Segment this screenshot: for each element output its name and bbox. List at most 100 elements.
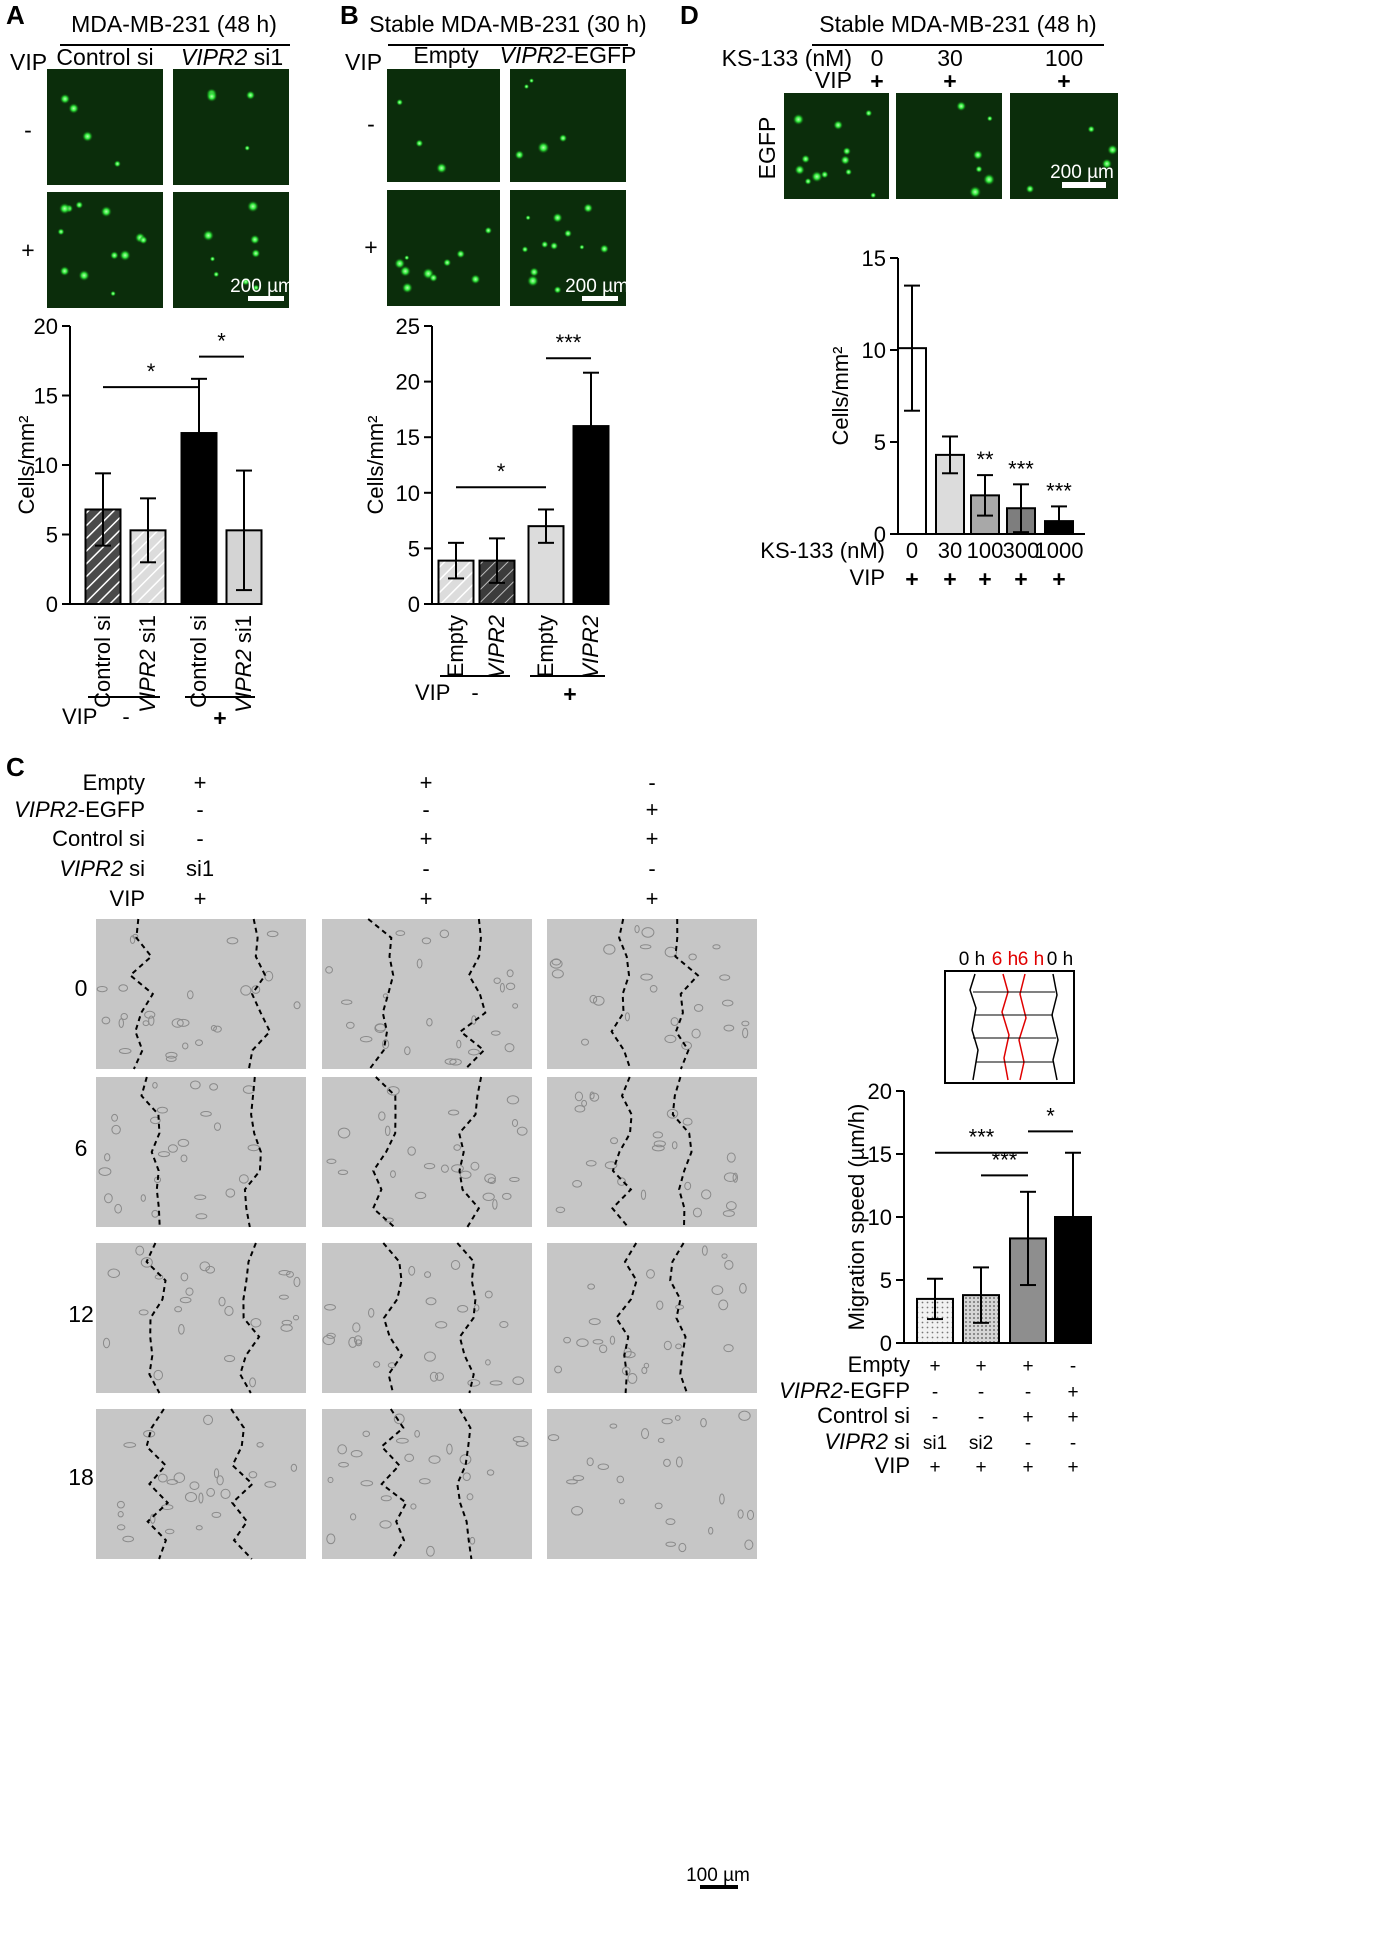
significance-label: ***	[992, 1147, 1018, 1172]
cell	[348, 1336, 358, 1348]
cell	[592, 995, 605, 1006]
condition-value: -	[422, 856, 429, 881]
x-tick-label: Control si	[90, 615, 115, 708]
cell	[484, 1173, 496, 1184]
ks133-axis-label: KS-133 (nM)	[760, 538, 885, 563]
fluorescent-cell	[1025, 184, 1035, 194]
cell	[664, 946, 678, 958]
condition-value: +	[1022, 1407, 1033, 1428]
fluorescent-cell	[443, 258, 452, 267]
cell	[688, 953, 697, 961]
fluorescent-cell	[396, 98, 404, 106]
cell	[322, 1334, 335, 1346]
cell	[732, 1172, 739, 1183]
scale-bar-label: 200 µm	[1050, 162, 1114, 183]
condition-label: Empty	[83, 770, 145, 795]
wound-edge	[145, 1242, 167, 1394]
panel-b: B Stable MDA-MB-231 (30 h) VIP Empty VIP…	[340, 0, 647, 707]
group-value: +	[563, 681, 576, 707]
condition-value: +	[1067, 1457, 1078, 1478]
cell	[581, 1099, 588, 1107]
cell	[708, 1526, 714, 1535]
cell	[473, 1304, 480, 1312]
cell	[587, 1283, 596, 1290]
phase-contrast-image	[547, 1409, 757, 1559]
group-label: VIP	[62, 704, 97, 729]
y-tick-label: 0	[46, 592, 58, 617]
cell	[123, 1442, 137, 1448]
cell	[198, 1492, 204, 1504]
cell	[209, 1083, 219, 1091]
fluorescent-cell	[811, 170, 823, 183]
cell	[646, 1269, 655, 1279]
cell	[182, 1042, 189, 1050]
cell	[176, 1018, 190, 1027]
y-tick-label: 15	[34, 384, 58, 409]
cell	[554, 1365, 563, 1374]
cell	[428, 1455, 441, 1464]
cell	[515, 1440, 529, 1447]
cell	[350, 1450, 363, 1458]
cell	[250, 1318, 262, 1328]
fluorescent-cells	[792, 109, 877, 199]
cell	[586, 1457, 594, 1467]
fluorescence-image	[510, 69, 626, 182]
cell	[118, 984, 129, 992]
cell	[251, 985, 261, 994]
fluorescent-cells	[394, 226, 493, 294]
cell	[744, 1539, 754, 1550]
cell	[682, 1117, 693, 1126]
wound-edge	[247, 918, 272, 1070]
cell	[484, 1290, 493, 1299]
phase-contrast-image	[96, 919, 306, 1069]
wound-edge	[382, 1242, 404, 1394]
fluorescent-cells	[956, 101, 995, 198]
fluorescent-cell	[68, 103, 80, 114]
cell	[446, 1443, 453, 1455]
cell	[249, 1377, 256, 1388]
fluorescent-cell	[833, 120, 844, 130]
condition-value: +	[646, 826, 659, 851]
x-tick-label: Empty	[533, 615, 558, 677]
wound-edge	[239, 1242, 261, 1394]
cell	[746, 1509, 755, 1521]
cell	[486, 1469, 495, 1476]
cell	[657, 1437, 665, 1443]
fluorescent-cell	[552, 212, 563, 223]
fluorescent-cell	[840, 155, 851, 165]
wound-edge	[243, 1076, 262, 1228]
fluorescent-cell	[139, 235, 148, 245]
fluorescent-cell	[523, 83, 530, 90]
cell	[675, 1343, 682, 1350]
scratch-schematic-inset: 0 h 6 h 6 h 0 h	[944, 949, 1075, 1084]
fluorescent-cell	[209, 256, 216, 262]
cell	[592, 1339, 604, 1345]
condition-value: +	[194, 770, 207, 795]
cell	[190, 1080, 201, 1090]
cell	[505, 982, 516, 991]
panel-letter: A	[6, 0, 25, 30]
cell	[132, 933, 139, 940]
cell	[404, 1046, 411, 1056]
panel-letter: C	[6, 752, 25, 782]
condition-label: VIP	[110, 886, 145, 911]
wound-edge	[671, 1076, 693, 1228]
cell	[627, 1372, 638, 1384]
cell	[516, 1126, 528, 1136]
time-label: 12	[68, 1301, 94, 1327]
cell	[278, 1294, 289, 1300]
condition-value: +	[646, 797, 659, 822]
cell	[661, 1418, 673, 1425]
inset-label: 6 h	[1018, 949, 1044, 970]
cell	[338, 1462, 349, 1468]
fluorescence-image	[1010, 93, 1118, 199]
cell	[393, 1413, 405, 1425]
cell	[410, 1503, 417, 1510]
cell	[184, 1491, 198, 1503]
cell	[597, 1463, 610, 1470]
cell	[641, 927, 655, 938]
fluorescent-cell	[202, 229, 214, 242]
cell	[240, 985, 252, 996]
